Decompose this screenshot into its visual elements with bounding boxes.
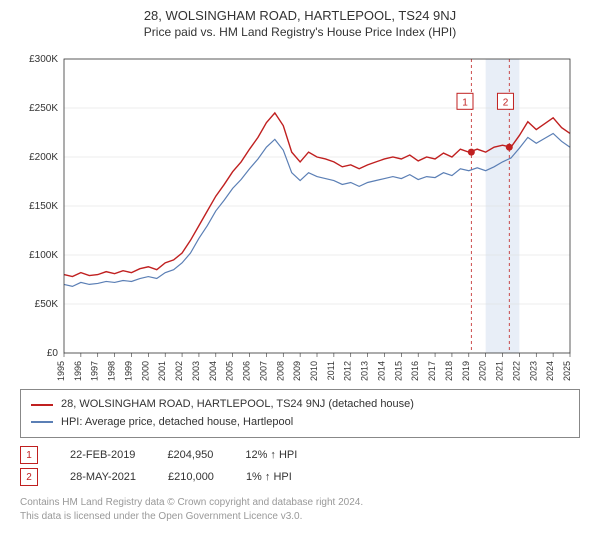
svg-text:2007: 2007 bbox=[258, 361, 268, 381]
data-point-date: 28-MAY-2021 bbox=[70, 471, 136, 483]
svg-text:2000: 2000 bbox=[140, 361, 150, 381]
data-point-row: 2 28-MAY-2021 £210,000 1% ↑ HPI bbox=[20, 468, 580, 486]
svg-text:2004: 2004 bbox=[208, 361, 218, 381]
svg-text:2018: 2018 bbox=[444, 361, 454, 381]
svg-text:1: 1 bbox=[462, 97, 468, 108]
svg-text:2010: 2010 bbox=[309, 361, 319, 381]
footer-note: Contains HM Land Registry data © Crown c… bbox=[20, 496, 580, 524]
svg-text:2011: 2011 bbox=[326, 361, 336, 380]
marker-icon: 1 bbox=[20, 446, 38, 464]
svg-text:2013: 2013 bbox=[360, 361, 370, 381]
legend-label: HPI: Average price, detached house, Hart… bbox=[61, 414, 293, 432]
svg-text:2016: 2016 bbox=[410, 361, 420, 381]
line-chart-svg: £0 £50K £100K £150K £200K £250K £300K 1995 1996 1… bbox=[20, 51, 580, 381]
svg-text:£100K: £100K bbox=[29, 250, 58, 261]
chart-title: 28, WOLSINGHAM ROAD, HARTLEPOOL, TS24 9N… bbox=[0, 8, 600, 23]
legend: 28, WOLSINGHAM ROAD, HARTLEPOOL, TS24 9N… bbox=[20, 389, 580, 438]
svg-text:2017: 2017 bbox=[427, 361, 437, 381]
svg-text:2008: 2008 bbox=[275, 361, 285, 381]
legend-item: HPI: Average price, detached house, Hart… bbox=[31, 414, 569, 432]
svg-text:1998: 1998 bbox=[107, 361, 117, 381]
svg-text:2019: 2019 bbox=[461, 361, 471, 381]
svg-text:2002: 2002 bbox=[174, 361, 184, 381]
legend-label: 28, WOLSINGHAM ROAD, HARTLEPOOL, TS24 9N… bbox=[61, 396, 414, 414]
data-points-table: 1 22-FEB-2019 £204,950 12% ↑ HPI 2 28-MA… bbox=[20, 446, 580, 486]
svg-text:1997: 1997 bbox=[90, 361, 100, 381]
svg-text:1999: 1999 bbox=[123, 361, 133, 381]
svg-text:£250K: £250K bbox=[29, 103, 58, 114]
data-point-price: £210,000 bbox=[168, 471, 214, 483]
chart-subtitle: Price paid vs. HM Land Registry's House … bbox=[0, 25, 600, 39]
svg-text:£50K: £50K bbox=[35, 299, 59, 310]
svg-text:2023: 2023 bbox=[528, 361, 538, 381]
data-point-price: £204,950 bbox=[167, 449, 213, 461]
svg-text:2024: 2024 bbox=[545, 361, 555, 381]
svg-text:£0: £0 bbox=[47, 348, 59, 359]
legend-swatch bbox=[31, 421, 53, 423]
data-point-row: 1 22-FEB-2019 £204,950 12% ↑ HPI bbox=[20, 446, 580, 464]
legend-item: 28, WOLSINGHAM ROAD, HARTLEPOOL, TS24 9N… bbox=[31, 396, 569, 414]
legend-swatch bbox=[31, 404, 53, 406]
svg-text:2003: 2003 bbox=[191, 361, 201, 381]
marker-icon: 2 bbox=[20, 468, 38, 486]
svg-text:2001: 2001 bbox=[157, 361, 167, 381]
svg-text:£300K: £300K bbox=[29, 54, 58, 65]
chart-area: £0 £50K £100K £150K £200K £250K £300K 1995 1996 1… bbox=[20, 51, 580, 381]
svg-text:2: 2 bbox=[503, 97, 509, 108]
svg-text:2005: 2005 bbox=[225, 361, 235, 381]
svg-text:2021: 2021 bbox=[495, 361, 505, 381]
data-point-hpi: 12% ↑ HPI bbox=[245, 449, 297, 461]
data-point-date: 22-FEB-2019 bbox=[70, 449, 135, 461]
svg-text:2022: 2022 bbox=[511, 361, 521, 381]
svg-text:1996: 1996 bbox=[73, 361, 83, 381]
data-point-hpi: 1% ↑ HPI bbox=[246, 471, 292, 483]
svg-text:2009: 2009 bbox=[292, 361, 302, 381]
svg-text:1995: 1995 bbox=[56, 361, 66, 381]
svg-text:2015: 2015 bbox=[393, 361, 403, 381]
svg-text:2006: 2006 bbox=[242, 361, 252, 381]
svg-text:2014: 2014 bbox=[376, 361, 386, 381]
svg-text:2025: 2025 bbox=[562, 361, 572, 381]
svg-text:£200K: £200K bbox=[29, 152, 58, 163]
svg-text:2020: 2020 bbox=[478, 361, 488, 381]
svg-text:£150K: £150K bbox=[29, 201, 58, 212]
svg-text:2012: 2012 bbox=[343, 361, 353, 381]
